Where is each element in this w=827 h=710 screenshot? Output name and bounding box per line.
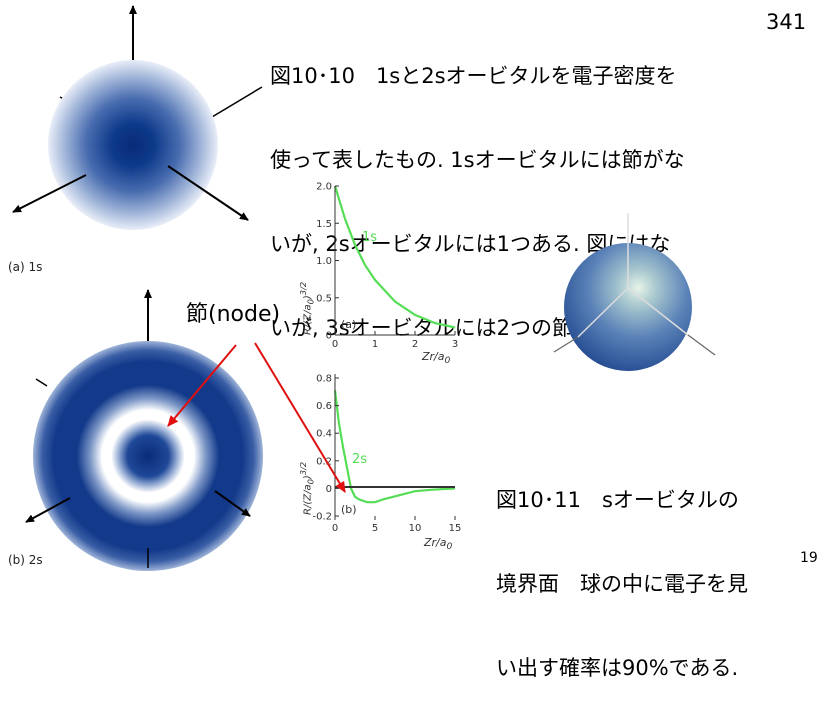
caption-line: 図10･11 sオービタルの <box>496 488 739 512</box>
node-label: 節(node) <box>186 302 281 327</box>
axis-arrow-y <box>214 490 251 517</box>
x-tick-label: 3 <box>452 339 458 350</box>
x-tick-label: 1 <box>372 339 378 350</box>
ylabel-a: R/(Z/a0)3/2 <box>298 281 316 335</box>
series-line-1s <box>333 185 456 329</box>
x-tick-label: 0 <box>332 523 338 534</box>
label-2s: (b) 2s <box>8 553 43 567</box>
axis-arrow-x <box>12 174 87 213</box>
axis-arrow-y <box>167 165 249 221</box>
y-tick-label: -0.2 <box>312 512 332 523</box>
caption-line: 使って表したもの. 1sオービタルには節がな <box>270 148 685 172</box>
sphere-axis <box>577 287 629 338</box>
label-1s: (a) 1s <box>8 260 43 274</box>
caption-line: 図10･10 1sと2sオービタルを電子密度を <box>270 64 677 88</box>
x-tick-label: 15 <box>449 523 462 534</box>
orbital-2s-density <box>33 341 263 571</box>
orbital-1s <box>12 5 263 230</box>
orbital-1s-density <box>48 60 218 230</box>
y-tick-label: 0.4 <box>316 429 332 440</box>
chart-b: -0.200.20.40.60.80 5 10 15 <box>312 374 461 535</box>
sphere-axis-outer <box>687 334 716 356</box>
node-arrow-orbital <box>167 344 237 427</box>
boundary-sphere <box>553 213 716 371</box>
y-tick-label: 0 <box>326 331 332 342</box>
y-tick-label: 2.0 <box>316 182 332 193</box>
x-tick-label: 2 <box>412 339 418 350</box>
node-arrow-graph <box>254 342 346 493</box>
page-number-bottom: 19 <box>800 550 818 566</box>
y-tick-label: 0.8 <box>316 374 332 385</box>
chart-a: 0 0.5 1.0 1.5 2.0 0 1 2 3 <box>316 182 458 351</box>
y-tick-label: 0.6 <box>316 401 332 412</box>
xlabel-a: Zr/a0 <box>422 350 451 367</box>
y-tick-label: 0 <box>326 484 332 495</box>
sphere-axis <box>627 287 689 336</box>
ticks-a: 0 0.5 1.0 1.5 2.0 0 1 2 3 <box>316 182 458 351</box>
y-tick-label: 0.5 <box>316 293 332 304</box>
y-tick-label: 0.2 <box>316 456 332 467</box>
axis-arrow-x <box>25 497 71 523</box>
caption-line: い出す確率は90%である. <box>496 656 739 680</box>
sphere-axis-outer <box>553 336 579 353</box>
ticks-b: -0.200.20.40.60.80 5 10 15 <box>312 374 461 535</box>
series-label-2s: 2s <box>352 452 368 467</box>
axis-stub <box>35 378 48 387</box>
x-tick-label: 10 <box>409 523 422 534</box>
axis-stub <box>211 86 263 118</box>
sphere-surface <box>564 243 692 371</box>
xlabel-b: Zr/a0 <box>424 536 453 553</box>
x-tick-label: 5 <box>372 523 378 534</box>
y-tick-label: 1.0 <box>316 256 332 267</box>
page-number-top: 341 <box>766 10 807 34</box>
panel-label-a: (a) <box>341 318 357 331</box>
series-label-1s: 1s <box>362 230 378 245</box>
ylabel-b: R/(Z/a0)3/2 <box>298 461 316 515</box>
y-tick-label: 1.5 <box>316 219 332 230</box>
orbital-2s <box>25 289 263 571</box>
series-line-2s <box>333 390 456 504</box>
caption-line: 境界面 球の中に電子を見 <box>496 572 748 596</box>
orbital-figure: 00.51.01.52.00 1 2 3 -0.200.20.40.60.80 5 10 1… <box>12 5 716 571</box>
panel-label-b: (b) <box>341 503 357 516</box>
x-tick-label: 0 <box>332 339 338 350</box>
